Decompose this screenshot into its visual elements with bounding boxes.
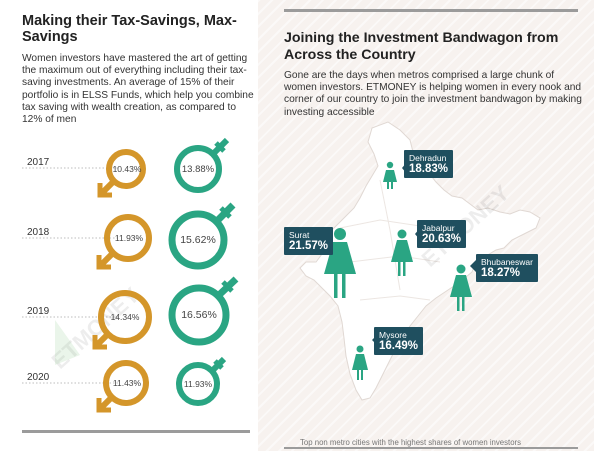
city-callout-bhubaneswar: Bhubaneswar 18.27% — [476, 254, 538, 282]
woman-figure-dehradun — [383, 161, 397, 189]
men-share-2019: 14.34% — [110, 312, 140, 322]
female-symbol-2020 — [176, 356, 227, 406]
city-name: Surat — [289, 230, 310, 240]
year-label: 2017 — [27, 157, 50, 168]
woman-figure-bhubaneswar — [450, 264, 472, 311]
women-share-2017: 13.88% — [181, 164, 215, 175]
men-share-2018: 11.93% — [114, 233, 144, 243]
male-symbol-2017 — [97, 149, 146, 198]
year-label: 2020 — [27, 372, 50, 383]
male-symbol-2018 — [96, 214, 152, 270]
men-share-2020: 11.43% — [112, 378, 142, 388]
year-label: 2019 — [27, 306, 50, 317]
city-callout-dehradun: Dehradun 18.83% — [404, 150, 454, 178]
city-share: 20.63% — [422, 233, 462, 245]
tax-savings-description: Women investors have mastered the art of… — [22, 53, 254, 126]
city-share: 16.49% — [379, 340, 419, 352]
female-symbol-2017 — [174, 137, 230, 193]
women-share-2020: 11.93% — [183, 379, 213, 389]
city-callout-surat: Surat 21.57% — [284, 227, 334, 255]
female-symbol-2019 — [168, 276, 239, 346]
year-label: 2018 — [27, 227, 50, 238]
left-bottom-rule — [22, 430, 250, 433]
city-share: 18.27% — [481, 267, 521, 279]
women-share-2018: 15.62% — [180, 234, 216, 246]
city-share: 21.57% — [289, 240, 329, 252]
city-name: Jabalpur — [422, 223, 455, 233]
city-share: 18.83% — [409, 163, 449, 175]
watermark-logo — [55, 320, 80, 365]
city-callout-mysore: Mysore 16.49% — [374, 327, 424, 355]
woman-figure-jabalpur — [391, 229, 413, 276]
female-symbol-2018 — [168, 202, 236, 270]
bandwagon-title: Joining the Investment Bandwagon from Ac… — [284, 30, 559, 63]
city-name: Dehradun — [409, 153, 447, 163]
women-share-2019: 16.56% — [181, 309, 217, 321]
men-share-2017: 10.43% — [112, 164, 142, 174]
male-symbol-2020 — [96, 360, 149, 413]
city-name: Mysore — [379, 330, 407, 340]
map-footnote: Top non metro cities with the highest sh… — [300, 438, 522, 447]
bandwagon-description: Gone are the days when metros comprised … — [284, 70, 582, 118]
male-symbol-2019 — [92, 290, 152, 350]
city-name: Bhubaneswar — [481, 257, 533, 267]
right-top-rule — [284, 9, 578, 12]
right-bottom-rule — [284, 447, 578, 449]
woman-figure-mysore — [352, 345, 368, 380]
city-callout-jabalpur: Jabalpur 20.63% — [417, 220, 467, 248]
tax-savings-title: Making their Tax-Savings, Max-Savings — [22, 13, 237, 45]
